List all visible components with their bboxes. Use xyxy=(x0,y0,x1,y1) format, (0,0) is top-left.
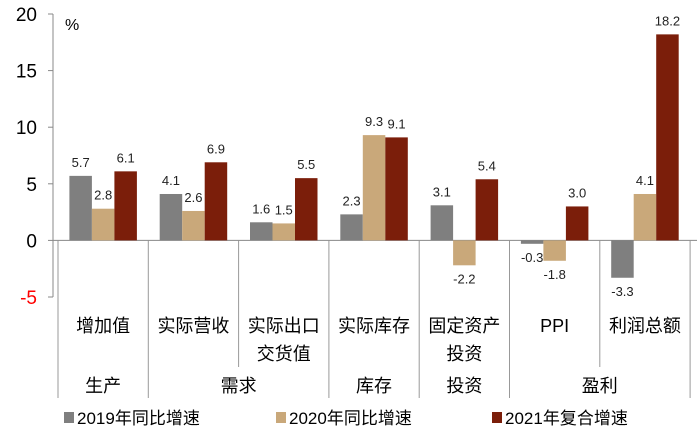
bar-1-2 xyxy=(159,193,183,241)
group-label: 需求 xyxy=(221,376,257,396)
data-label: 9.1 xyxy=(388,116,406,131)
bar-2-2 xyxy=(182,210,205,241)
bar-1-6 xyxy=(520,240,544,244)
data-label: 5.4 xyxy=(478,158,496,173)
data-label: -0.3 xyxy=(521,250,543,265)
data-label: 2.6 xyxy=(184,190,202,205)
category-label: 交货值 xyxy=(257,344,311,364)
data-label: 1.5 xyxy=(275,202,293,217)
data-label: 18.2 xyxy=(655,13,680,28)
bar-2-4 xyxy=(362,135,386,241)
bar-3-5 xyxy=(475,179,499,241)
bar-2-3 xyxy=(272,223,295,241)
bar-3-1 xyxy=(114,171,137,241)
legend-swatch xyxy=(64,412,74,423)
bar-2-5 xyxy=(453,240,476,266)
y-tick-label: -5 xyxy=(20,288,37,309)
data-label: 1.6 xyxy=(252,201,270,216)
data-label: -3.3 xyxy=(611,284,633,299)
data-label: 4.1 xyxy=(162,173,180,188)
bar-1-7 xyxy=(611,240,634,278)
data-label: 3.0 xyxy=(568,185,586,200)
bar-2-7 xyxy=(633,193,657,241)
data-label: 2.8 xyxy=(94,188,112,203)
legend-swatch xyxy=(276,412,286,423)
data-label: -1.8 xyxy=(543,267,565,282)
bar-1-4 xyxy=(340,214,363,241)
legend-label: 2020年同比增速 xyxy=(289,409,412,428)
category-label: 固定资产 xyxy=(428,316,500,336)
data-label: 6.1 xyxy=(117,150,135,165)
category-label: 实际库存 xyxy=(338,316,410,336)
category-label: 投资 xyxy=(446,344,482,364)
category-label: 实际出口 xyxy=(248,316,320,336)
y-tick-label: 15 xyxy=(16,62,37,83)
bar-1-1 xyxy=(69,175,92,241)
group-label: 生产 xyxy=(85,376,121,396)
data-label: 2.3 xyxy=(343,193,361,208)
y-tick-label: 10 xyxy=(16,118,37,139)
y-tick-label: 5 xyxy=(26,175,37,196)
unit-label: % xyxy=(65,17,79,34)
group-label: 库存 xyxy=(356,376,392,396)
bar-1-5 xyxy=(430,205,454,241)
category-label: 利润总额 xyxy=(609,316,681,336)
bar-3-7 xyxy=(656,34,679,241)
bar-3-4 xyxy=(385,137,408,241)
y-tick-label: 20 xyxy=(16,5,37,26)
group-label: 盈利 xyxy=(582,376,618,396)
data-label: 4.1 xyxy=(636,173,654,188)
category-label: PPI xyxy=(540,316,569,336)
bar-3-6 xyxy=(565,206,589,241)
data-label: 3.1 xyxy=(433,184,451,199)
bar-1-3 xyxy=(250,222,273,241)
data-label: 5.7 xyxy=(72,155,90,170)
bar-3-2 xyxy=(204,162,228,241)
data-label: 9.3 xyxy=(365,114,383,129)
legend-label: 2019年同比增速 xyxy=(77,409,200,428)
bar-2-6 xyxy=(543,240,566,261)
data-label: 5.5 xyxy=(297,157,315,172)
category-label: 实际营收 xyxy=(157,316,229,336)
legend-swatch xyxy=(492,412,502,423)
bar-2-1 xyxy=(91,208,115,241)
y-tick-label: 0 xyxy=(26,231,37,252)
category-label: 增加值 xyxy=(76,316,130,336)
data-label: 6.9 xyxy=(207,141,225,156)
legend-label: 2021年复合增速 xyxy=(505,409,628,428)
data-label: -2.2 xyxy=(453,271,475,286)
bar-3-3 xyxy=(295,178,318,241)
group-label: 投资 xyxy=(446,376,482,396)
